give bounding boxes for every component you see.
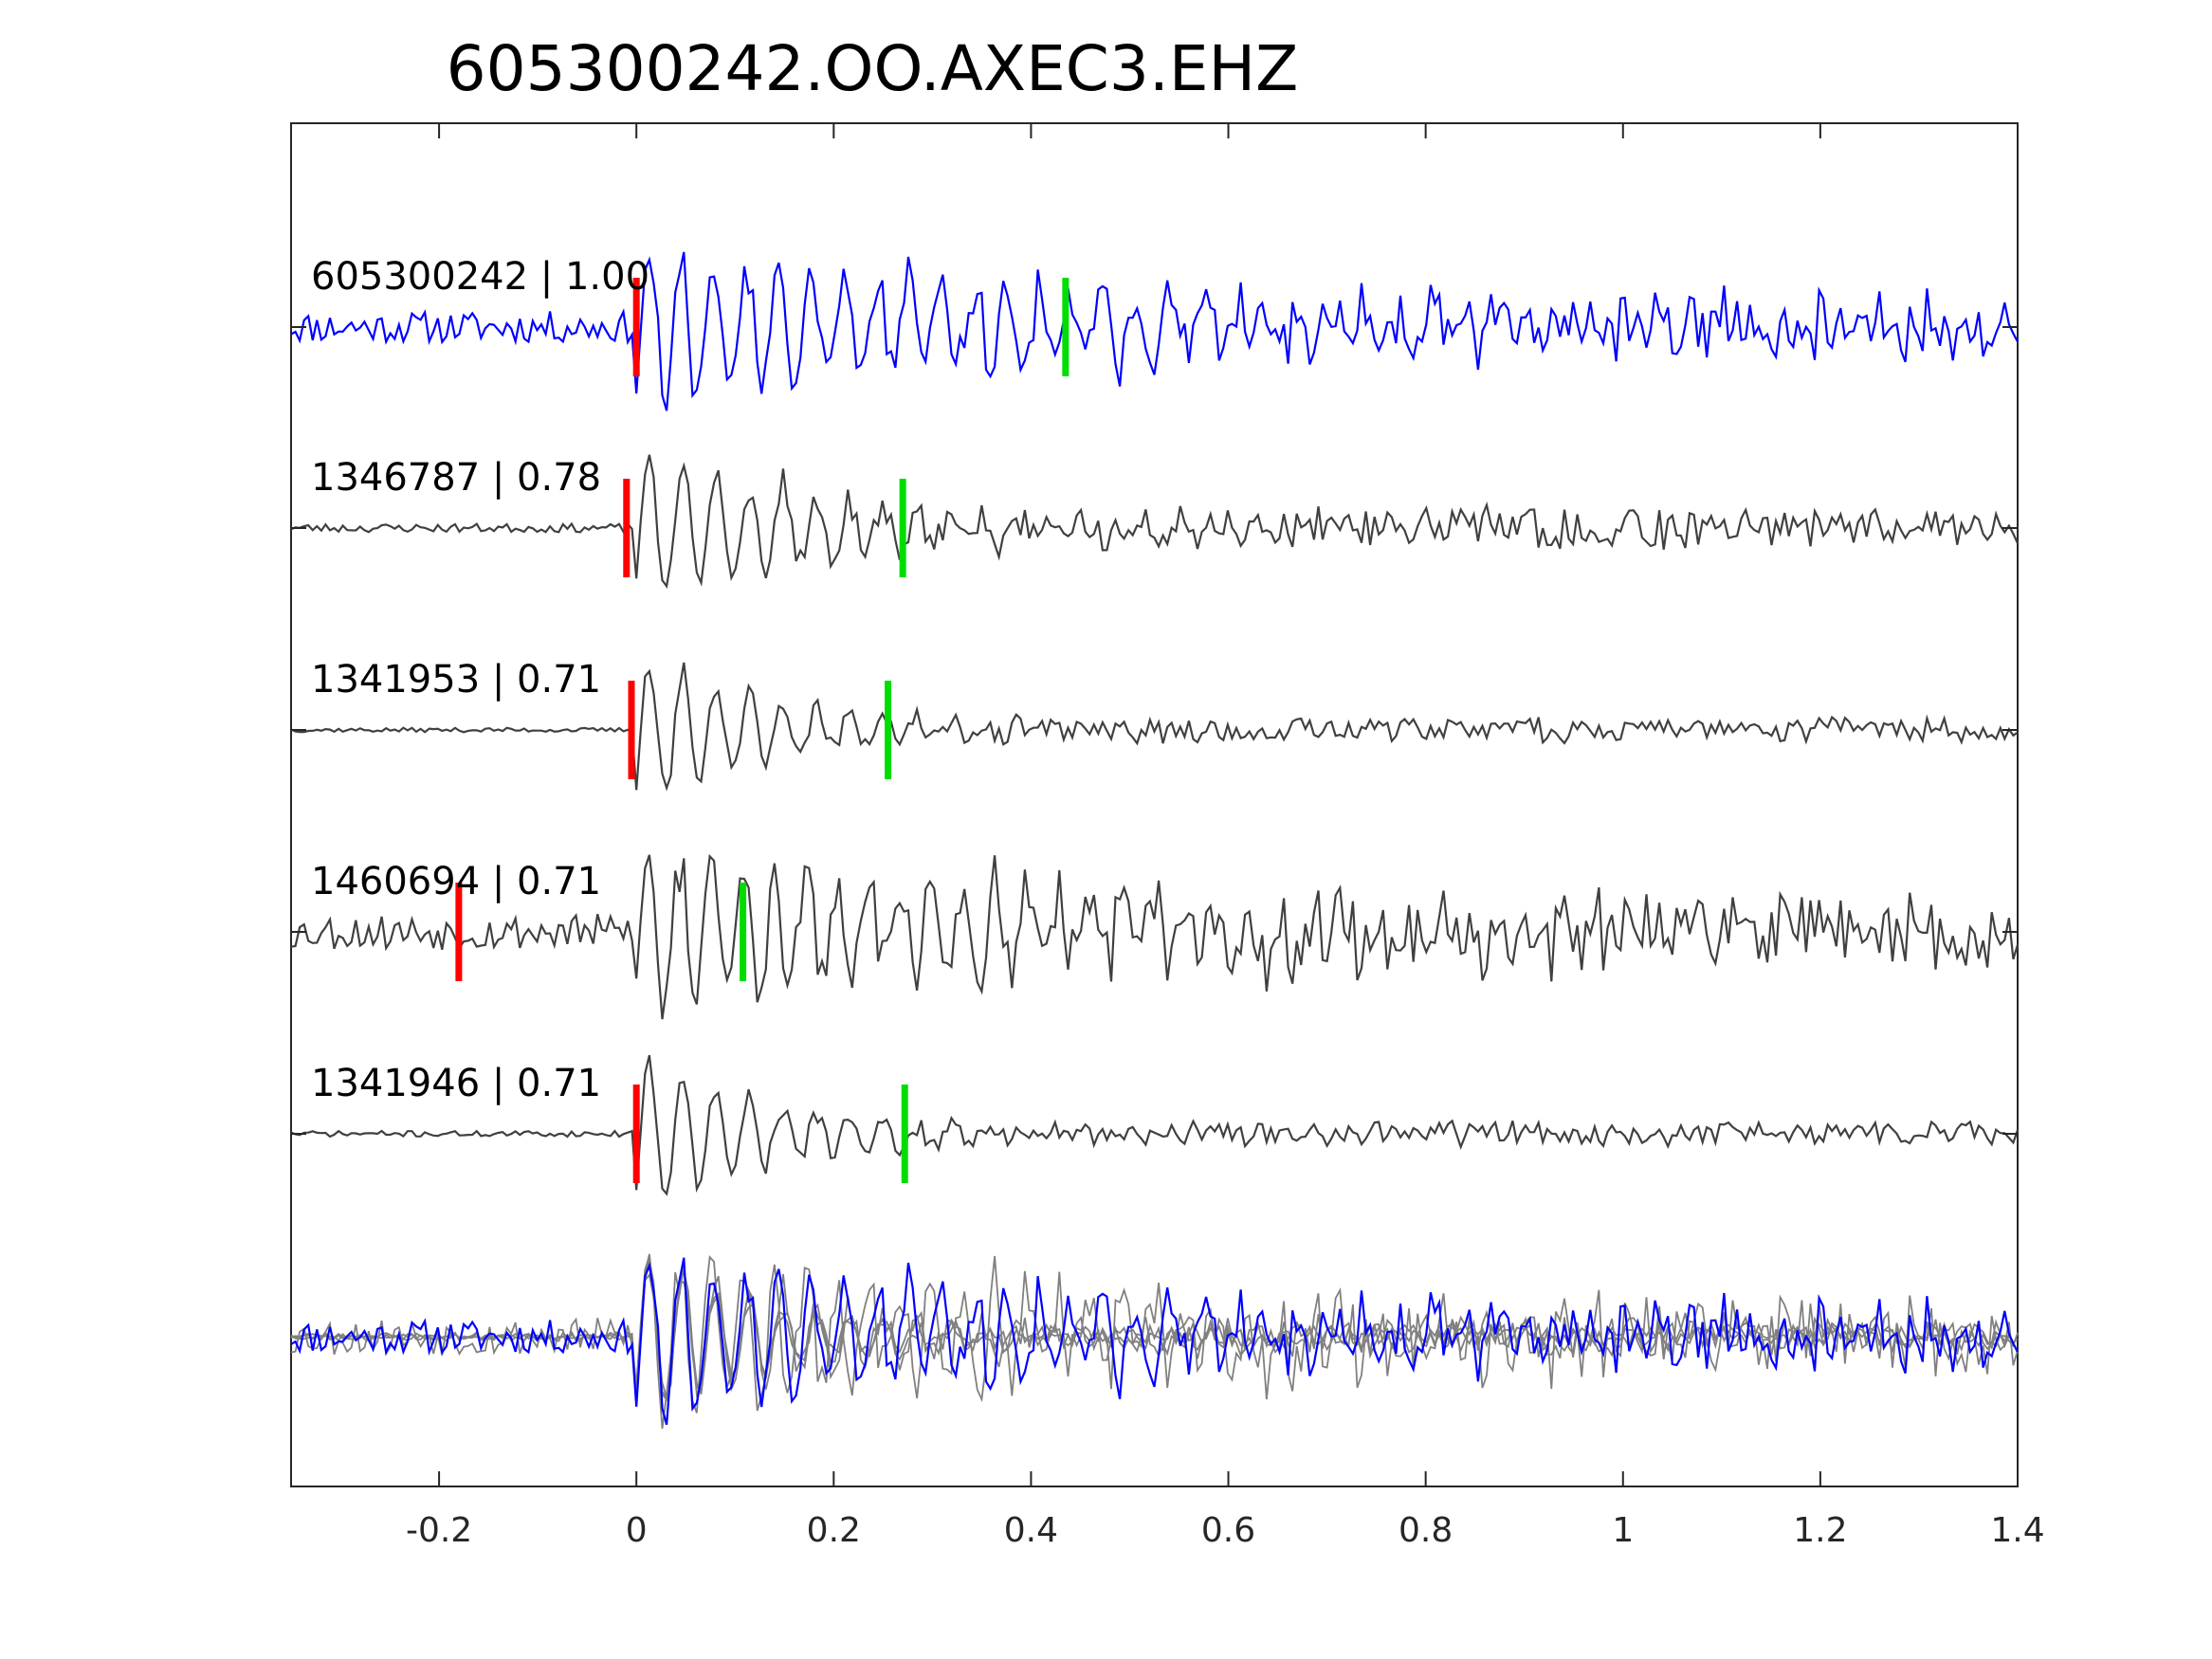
stack-trace-605300242 <box>290 1257 2019 1426</box>
trace-label-1341953: 1341953 | 0.71 <box>311 658 601 702</box>
trace-label-605300242: 605300242 | 1.00 <box>311 255 649 299</box>
chart-title: 605300242.OO.AXEC3.EHZ <box>447 32 1299 105</box>
plot-area-frame <box>290 122 2019 1487</box>
x-axis-ticks: -0.2 0 0.2 0.4 0.6 0.8 1 1.2 1.4 <box>406 123 2045 1550</box>
stack-trace-1346787 <box>290 1259 2019 1400</box>
stack-trace-1341946 <box>290 1253 2019 1402</box>
trace-1346787 <box>290 454 2020 590</box>
stack-trace-1460694 <box>290 1255 2019 1430</box>
x-tick-label: 1.4 <box>1990 1511 2044 1550</box>
trace-1341953 <box>290 662 2019 792</box>
x-tick-label: 1 <box>1612 1511 1634 1550</box>
trace-labels: 605300242 | 1.00 1346787 | 0.78 1341953 | … <box>311 255 649 1105</box>
x-tick-label: 0.4 <box>1004 1511 1058 1550</box>
x-tick-label: 1.2 <box>1793 1511 1847 1550</box>
trace-label-1346787: 1346787 | 0.78 <box>311 456 601 500</box>
x-tick-label: 0.2 <box>807 1511 861 1550</box>
stacked-overlay <box>290 1253 2019 1430</box>
x-tick-label: 0 <box>626 1511 648 1550</box>
x-tick-label: 0.8 <box>1398 1511 1453 1550</box>
pick-markers <box>455 278 1069 1183</box>
trace-605300242 <box>290 251 2019 411</box>
trace-label-1341946: 1341946 | 0.71 <box>311 1062 601 1105</box>
x-tick-label: -0.2 <box>406 1511 472 1550</box>
trace-group <box>290 251 2020 1196</box>
trace-label-1460694: 1460694 | 0.71 <box>311 860 601 903</box>
x-tick-label: 0.6 <box>1201 1511 1255 1550</box>
trace-1460694 <box>290 853 2020 1020</box>
trace-1341946 <box>290 1054 2020 1196</box>
